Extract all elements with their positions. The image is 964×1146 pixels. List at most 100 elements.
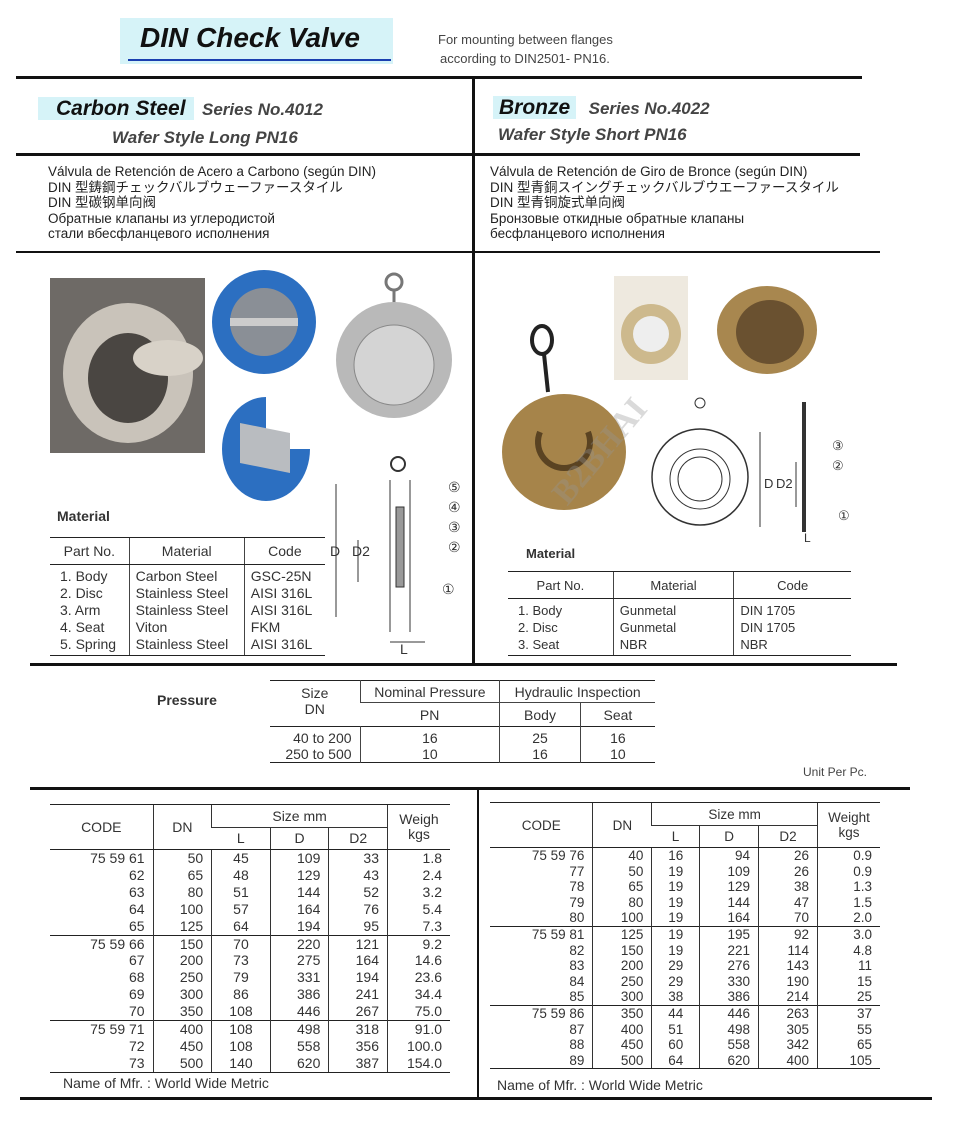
table-cell: 75.0 (387, 1003, 450, 1021)
table-row: 75 59 81 125 19 195 92 3.0 (490, 925, 880, 943)
table-cell: 4.8 (817, 942, 880, 959)
table-cell: 70 (758, 910, 818, 927)
table-cell: Carbon Steel (128, 564, 245, 585)
table-cell: 26 (758, 847, 818, 864)
table-cell: 1.5 (817, 894, 880, 911)
table-cell: 15 (817, 973, 880, 990)
dim-d2: D2 (352, 543, 370, 559)
table-body: 75 59 76 40 16 94 26 0.9 77 50 19 109 26 0.9 78 65 19 1… (490, 847, 880, 1070)
manufacturer-note: Name of Mfr. : World Wide Metric (63, 1075, 269, 1091)
steel-wafer-valve-photo (336, 272, 452, 418)
header-dn: DN (152, 804, 212, 850)
table-cell: 0.9 (817, 863, 880, 880)
table-cell: 16 (651, 847, 700, 864)
table-cell: 33 (328, 849, 388, 867)
table-cell: 75 59 86 (490, 1004, 593, 1022)
table-cell: 55 (817, 1021, 880, 1038)
table-cell: 2. Disc (60, 585, 103, 601)
table-cell: 400 (152, 1020, 212, 1038)
header-d: D (269, 827, 329, 850)
table-cell: 75 59 76 (531, 848, 585, 863)
table-cell: 200 (592, 958, 652, 974)
table-cell: 80 (569, 910, 585, 926)
divider (16, 76, 862, 79)
table-cell: 51 (211, 883, 271, 901)
table-cell: 16 (359, 726, 500, 746)
table-row: 84 250 29 330 190 15 (490, 973, 880, 990)
table-cell: 9.2 (387, 934, 450, 953)
table-cell: 87 (569, 1021, 585, 1037)
table-cell: 94 (699, 847, 759, 864)
table-cell: 387 (328, 1054, 388, 1073)
part-5: ⑤ (448, 479, 461, 495)
table-cell: 70 (129, 1003, 145, 1020)
table-cell: 4. Seat (60, 619, 105, 635)
blue-valve-photo (212, 270, 316, 374)
pressure-table: Size DN Nominal Pressure Hydraulic Inspec… (270, 680, 655, 763)
table-cell: 114 (758, 942, 818, 959)
table-cell: Gunmetal (612, 598, 734, 619)
divider (20, 1097, 932, 1100)
table-row: 40 to 200 16 25 16 (270, 726, 655, 746)
table-cell: 3. Seat (508, 636, 614, 656)
table-cell: 450 (592, 1037, 652, 1053)
table-cell: 64 (129, 900, 145, 917)
material-label: Material (57, 508, 110, 524)
table-row: 67 200 73 275 164 14.6 (50, 952, 450, 970)
table-row: 4. Seat Viton FKM (50, 619, 325, 636)
table-cell: 100 (592, 910, 652, 927)
table-cell: 356 (328, 1037, 388, 1055)
table-cell: 195 (699, 925, 759, 943)
page-title: DIN Check Valve (140, 22, 360, 53)
material-table: Part No. Material Code 1. Body Carbon Steel G… (50, 537, 325, 656)
table-cell: 7.3 (387, 917, 450, 936)
subtitle-line-2: according to DIN2501- PN16. (440, 51, 610, 66)
table-cell: 64 (651, 1052, 700, 1070)
header-l: L (651, 825, 700, 848)
table-row: 1. Body Gunmetal DIN 1705 (508, 598, 851, 619)
table-row: 62 65 48 129 43 2.4 (50, 866, 450, 884)
part-1: ① (838, 508, 850, 523)
header-dn: DN (592, 802, 652, 848)
table-cell: 83 (569, 958, 585, 974)
table-cell: 121 (328, 934, 388, 953)
table-cell: 79 (211, 969, 271, 987)
table-row: 83 200 29 276 143 11 (490, 958, 880, 974)
header-code: CODE (490, 802, 593, 848)
table-row: 250 to 500 10 16 10 (270, 746, 655, 763)
table-cell: 38 (651, 989, 700, 1006)
table-cell: 3. Arm (60, 602, 101, 618)
material-name: Bronze (493, 96, 577, 119)
table-cell: 88 (569, 1037, 585, 1053)
table-cell: 26 (758, 863, 818, 880)
table-cell: 500 (152, 1054, 212, 1073)
material-table: Part No. Material Code 1. Body Gunmetal DIN 1… (508, 571, 851, 656)
table-cell: 140 (211, 1054, 271, 1073)
column-header: Material (612, 571, 734, 599)
table-cell: 43 (328, 866, 388, 884)
table-cell: 64 (211, 917, 271, 936)
table-cell: 92 (758, 925, 818, 943)
table-cell: AISI 316L (243, 585, 325, 602)
bronze-valve-photo (502, 324, 626, 510)
table-cell: 150 (152, 934, 212, 953)
column-header: Material (128, 537, 245, 565)
carbon-steel-valve-photo (50, 278, 205, 453)
table-cell: 350 (152, 1003, 212, 1021)
blue-valve-cutaway-photo (222, 397, 310, 501)
table-cell: 125 (152, 917, 212, 936)
table-cell: 65 (592, 879, 652, 895)
vertical-divider (477, 788, 479, 1098)
table-cell: 386 (699, 989, 759, 1006)
divider (16, 153, 860, 156)
table-body: 75 59 61 50 45 109 33 1.8 62 65 48 129 43 2.4 63 80 51… (50, 849, 450, 1073)
table-cell: 95 (328, 917, 388, 936)
table-cell: 19 (651, 879, 700, 895)
subtitle-line-1: For mounting between flanges (438, 32, 613, 47)
table-cell: 400 (592, 1021, 652, 1038)
table-cell: 51 (651, 1021, 700, 1038)
column-header: Part No. (50, 537, 130, 565)
bronze-section-diagram: D D2 L ③ ② ① (759, 402, 850, 544)
table-row: 63 80 51 144 52 3.2 (50, 883, 450, 901)
part-4: ④ (448, 499, 461, 515)
